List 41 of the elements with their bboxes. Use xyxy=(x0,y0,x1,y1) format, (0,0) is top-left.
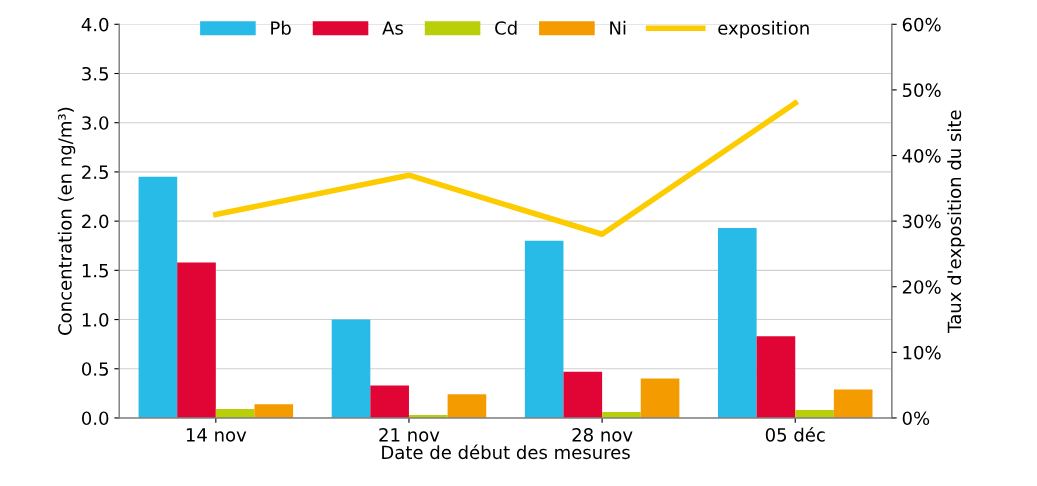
x-tick-label: 14 nov xyxy=(186,428,247,442)
y2-tick-label: 20% xyxy=(902,280,941,294)
y2-tick-label: 30% xyxy=(902,214,941,229)
legend-label: Pb xyxy=(271,20,291,35)
y2-tick-label: 10% xyxy=(903,345,941,360)
bar xyxy=(331,319,371,418)
legend-label: Ni xyxy=(610,20,626,35)
bar xyxy=(563,371,603,418)
bar xyxy=(447,394,487,418)
x-tick-label: 05 déc xyxy=(765,426,825,442)
y2-axis-title: Taux d'exposition du site xyxy=(947,110,965,333)
bar xyxy=(717,228,757,418)
y2-tick-label: 50% xyxy=(902,83,941,98)
bar xyxy=(254,404,294,418)
y-tick-label: 2.5 xyxy=(82,165,108,180)
legend-label: Cd xyxy=(495,20,517,35)
y-tick-label: 3.5 xyxy=(82,66,108,81)
x-axis-title: Date de début des mesures xyxy=(382,444,630,460)
y-tick-label: 1.5 xyxy=(82,264,108,278)
bar xyxy=(795,410,834,418)
y-axis-title: Concentration (en ng/m³) xyxy=(57,107,76,335)
y-tick-label: 2.0 xyxy=(82,214,109,229)
bar xyxy=(640,378,680,418)
x-tick-label: 21 nov xyxy=(379,428,440,442)
y2-tick-label: 0% xyxy=(902,411,930,426)
x-tick-label: 28 nov xyxy=(572,428,633,442)
y-tick-label: 4.0 xyxy=(81,17,109,32)
bar xyxy=(138,176,178,418)
y-tick-label: 0.0 xyxy=(82,411,109,426)
y-tick-label: 3.0 xyxy=(82,116,109,130)
bar xyxy=(524,240,564,418)
y2-tick-label: 40% xyxy=(902,148,941,163)
legend-label: exposition xyxy=(718,20,809,39)
bar xyxy=(370,385,409,418)
y-tick-label: 0.5 xyxy=(82,362,108,376)
bar xyxy=(756,336,796,418)
y2-tick-label: 60% xyxy=(902,17,941,32)
y-tick-label: 1.0 xyxy=(82,313,109,327)
bar xyxy=(833,389,873,418)
legend-label: As xyxy=(382,21,403,35)
bar xyxy=(177,262,216,418)
